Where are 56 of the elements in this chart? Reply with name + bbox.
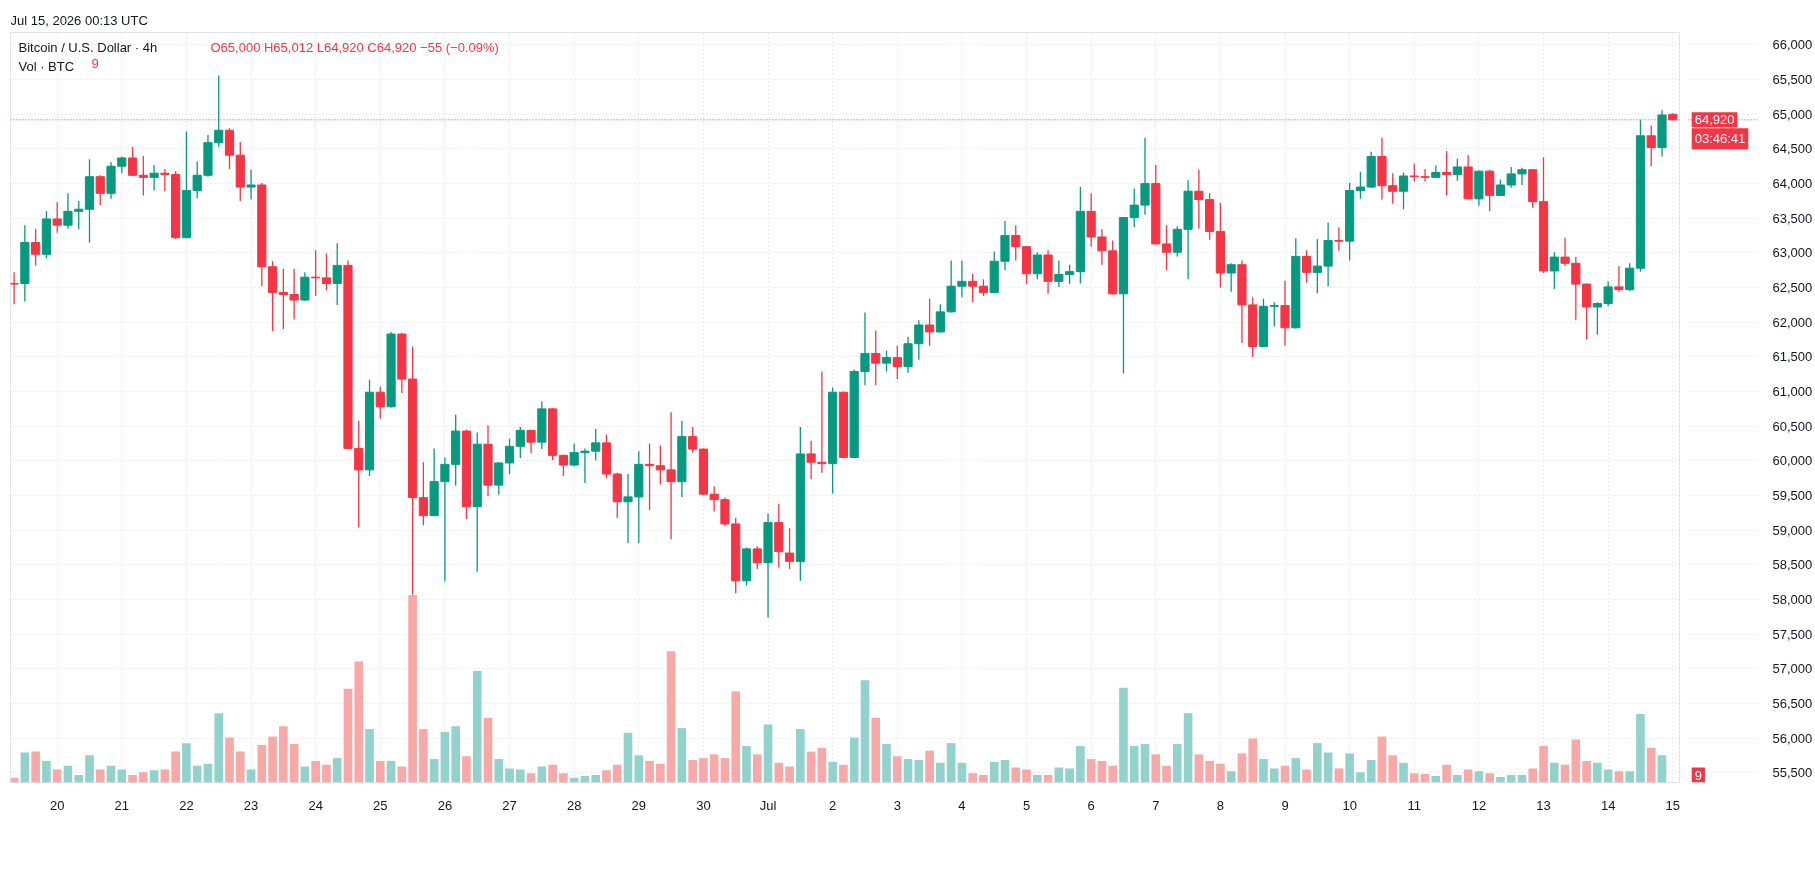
y-tick-label: 60,000 [1772, 453, 1813, 469]
y-tick-label: 60,500 [1772, 418, 1813, 434]
x-tick-label: 28 [566, 797, 582, 813]
text: 03:46:41 [1694, 131, 1746, 147]
x-tick-label: 13 [1536, 797, 1551, 813]
y-tick-label: 56,500 [1772, 695, 1813, 711]
x-tick-label: 2 [829, 797, 837, 813]
y-tick-label: 59,000 [1772, 522, 1813, 538]
x-tick-label: 14 [1600, 797, 1616, 813]
x-tick-label: 20 [49, 797, 65, 813]
y-tick-label: 63,500 [1772, 210, 1813, 226]
y-tick-label: 57,000 [1772, 661, 1813, 677]
x-tick-label: 22 [179, 797, 194, 813]
y-tick-label: 62,500 [1772, 280, 1813, 296]
chart-title: Vol · BTC [18, 58, 75, 74]
x-tick-label: 10 [1342, 797, 1357, 813]
y-tick-label: 62,000 [1772, 314, 1813, 330]
y-tick-label: 66,000 [1772, 37, 1813, 53]
ref-line-label: 64,920 [1694, 112, 1735, 128]
x-tick-label: 21 [114, 797, 130, 813]
x-tick-label: 5 [1022, 797, 1031, 813]
x-tick-label: 23 [243, 797, 259, 813]
y-tick-label: 64,500 [1772, 141, 1813, 157]
y-tick-label: 56,000 [1772, 730, 1813, 746]
x-tick-label: 26 [437, 797, 453, 813]
x-tick-label: 27 [502, 797, 517, 813]
y-tick-label: 65,000 [1772, 106, 1813, 122]
x-tick-label: 7 [1152, 797, 1160, 813]
y-tick-label: 55,500 [1772, 765, 1813, 781]
y-tick-label: 65,500 [1772, 72, 1813, 88]
y-tick-label: 58,500 [1772, 557, 1813, 573]
x-tick-label: 4 [958, 797, 966, 813]
text: 9 [1694, 767, 1702, 783]
y-tick-label: 61,000 [1772, 384, 1813, 400]
x-tick-label: 25 [373, 797, 388, 813]
x-tick-label: 6 [1087, 797, 1095, 813]
y-tick-label: 64,000 [1772, 176, 1813, 192]
text: Bitcoin / U.S. Dollar · 4h [18, 39, 158, 55]
y-tick-label: 63,000 [1772, 245, 1813, 261]
text: Jul 15, 2026 00:13 UTC [10, 12, 148, 28]
x-tick-label: 24 [308, 797, 323, 813]
x-tick-label: 12 [1471, 797, 1487, 813]
x-tick-label: 30 [696, 797, 711, 813]
y-tick-label: 57,500 [1772, 626, 1813, 642]
x-tick-label: 3 [893, 797, 901, 813]
y-tick-label: 61,500 [1772, 349, 1813, 365]
annotation: 9 [91, 55, 99, 71]
y-tick-label: 59,500 [1772, 488, 1813, 504]
x-tick-label: 15 [1665, 797, 1681, 813]
y-tick-label: 58,000 [1772, 592, 1813, 608]
x-tick-label: Jul [759, 797, 777, 813]
x-tick-label: 11 [1407, 797, 1422, 813]
x-tick-label: 29 [631, 797, 647, 813]
x-tick-label: 8 [1216, 797, 1225, 813]
text: O65,000 H65,012 L64,920 C64,920 −55 (−0.09%) [210, 39, 499, 55]
x-tick-label: 9 [1281, 797, 1289, 813]
